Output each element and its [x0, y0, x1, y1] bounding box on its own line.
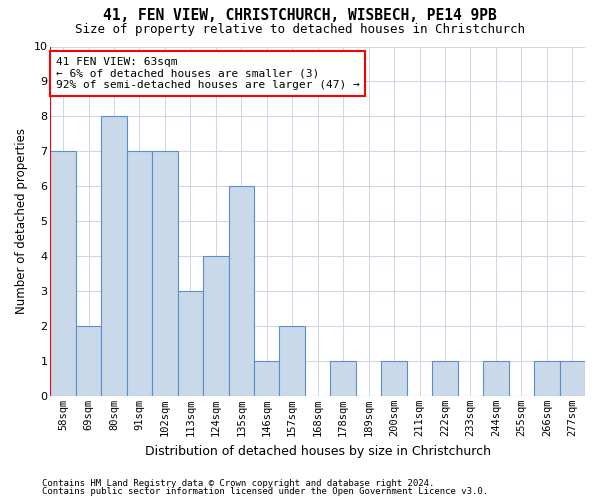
Text: Size of property relative to detached houses in Christchurch: Size of property relative to detached ho…: [75, 22, 525, 36]
Bar: [101, 116, 127, 396]
Text: Contains public sector information licensed under the Open Government Licence v3: Contains public sector information licen…: [42, 487, 488, 496]
Bar: [152, 152, 178, 396]
Bar: [280, 326, 305, 396]
Bar: [331, 361, 356, 396]
Text: 41, FEN VIEW, CHRISTCHURCH, WISBECH, PE14 9PB: 41, FEN VIEW, CHRISTCHURCH, WISBECH, PE1…: [103, 8, 497, 22]
Bar: [50, 152, 76, 396]
Y-axis label: Number of detached properties: Number of detached properties: [15, 128, 28, 314]
Bar: [432, 361, 458, 396]
Text: Contains HM Land Registry data © Crown copyright and database right 2024.: Contains HM Land Registry data © Crown c…: [42, 478, 434, 488]
Bar: [178, 291, 203, 396]
Bar: [534, 361, 560, 396]
Text: 41 FEN VIEW: 63sqm
← 6% of detached houses are smaller (3)
92% of semi-detached : 41 FEN VIEW: 63sqm ← 6% of detached hous…: [56, 57, 359, 90]
Bar: [76, 326, 101, 396]
Bar: [254, 361, 280, 396]
Bar: [382, 361, 407, 396]
Bar: [229, 186, 254, 396]
Bar: [560, 361, 585, 396]
X-axis label: Distribution of detached houses by size in Christchurch: Distribution of detached houses by size …: [145, 444, 491, 458]
Bar: [127, 152, 152, 396]
Bar: [203, 256, 229, 396]
Bar: [483, 361, 509, 396]
